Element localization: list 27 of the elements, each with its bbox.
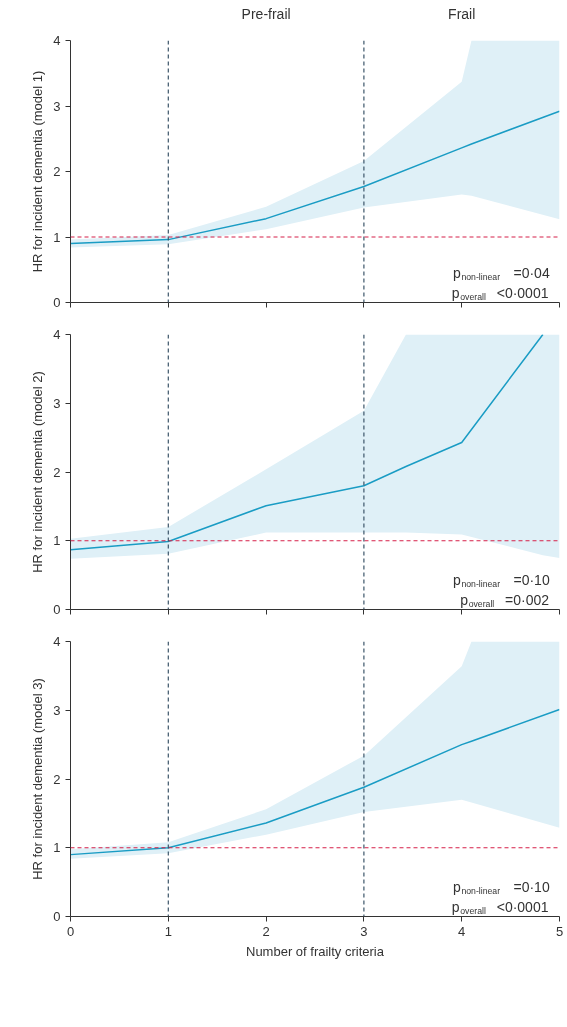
y-tick-label: 0 xyxy=(53,909,61,924)
x-axis-title: Number of frailty criteria xyxy=(246,943,385,959)
y-tick-label: 2 xyxy=(53,164,61,179)
y-axis-title: HR for incident dementia (model 3) xyxy=(30,678,46,880)
y-tick-label: 1 xyxy=(53,840,61,856)
y-tick-label: 1 xyxy=(53,229,61,245)
text: Frail xyxy=(448,5,476,22)
y-tick-label: 3 xyxy=(53,98,61,114)
y-tick-label: 4 xyxy=(53,327,61,342)
text: Pre-frail xyxy=(241,5,291,22)
y-tick-label: 0 xyxy=(53,295,61,310)
x-tick-label: 4 xyxy=(458,923,466,939)
y-axis-title: HR for incident dementia (model 1) xyxy=(30,70,46,273)
y-tick-label: 2 xyxy=(53,464,61,480)
x-tick-label: 2 xyxy=(262,923,270,939)
y-tick-label: 2 xyxy=(53,771,61,787)
x-tick-label: 3 xyxy=(360,923,368,939)
x-tick-label: 0 xyxy=(66,923,75,939)
y-tick-label: 3 xyxy=(53,702,61,718)
y-axis-title: HR for incident dementia (model 2) xyxy=(30,371,46,573)
x-tick-label: 5 xyxy=(555,923,564,939)
y-tick-label: 0 xyxy=(53,602,61,617)
y-tick-label: 3 xyxy=(53,395,61,411)
y-tick-label: 1 xyxy=(53,533,61,549)
y-tick-label: 4 xyxy=(53,634,61,649)
x-tick-label: 1 xyxy=(164,923,172,939)
y-tick-label: 4 xyxy=(53,33,61,48)
